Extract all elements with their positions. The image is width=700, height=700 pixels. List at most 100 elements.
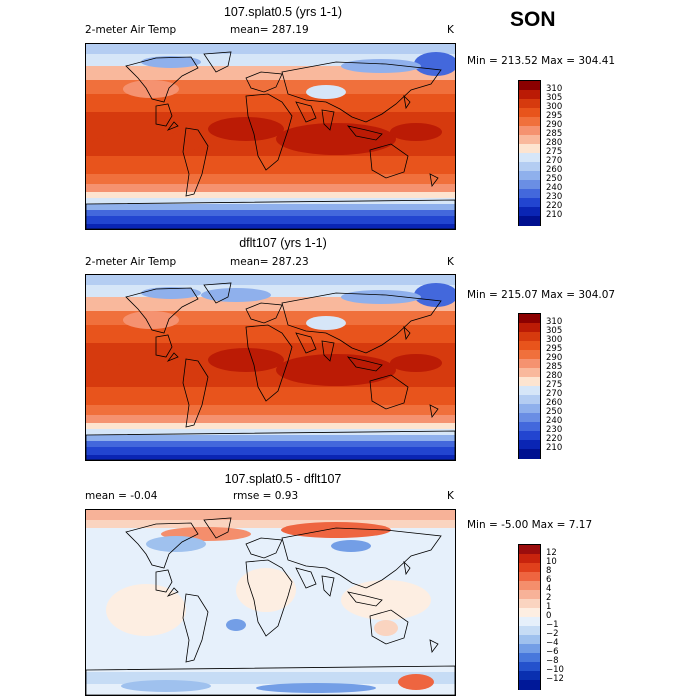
colorbar-tick-label: 305 [546, 93, 563, 103]
colorbar-segment [519, 368, 540, 378]
panel-top-colorbar: 310 305 300 295 290 285 280 275 270 260 250 240 230 2… [518, 80, 562, 226]
temperature-anomaly-patch [208, 117, 284, 141]
temperature-band [86, 423, 455, 430]
colorbar-tick-label: 1 [546, 602, 552, 612]
colorbar-segment [519, 653, 540, 663]
coastline [166, 121, 179, 131]
coastline [281, 61, 442, 123]
temperature-band [86, 174, 455, 185]
panel-top-map [85, 43, 456, 230]
temperature-band [86, 156, 455, 175]
temperature-anomaly-patch [276, 123, 396, 155]
difference-patch [256, 683, 376, 693]
temperature-anomaly-patch [276, 354, 396, 386]
coastline [403, 94, 411, 110]
colorbar-segment [519, 404, 540, 414]
colorbar-segment [519, 332, 540, 342]
coastline [429, 404, 439, 418]
temperature-anomaly-patch [414, 283, 455, 307]
colorbar-segment [519, 108, 540, 118]
difference-patch [86, 520, 455, 528]
temperature-band [86, 387, 455, 406]
temperature-band [86, 210, 455, 217]
difference-patch [331, 540, 371, 552]
colorbar-segment [519, 207, 540, 217]
temperature-anomaly-patch [341, 59, 421, 73]
colorbar-segment [519, 126, 540, 136]
panel-middle-title: dflt107 (yrs 1-1) [239, 236, 327, 250]
temperature-band [86, 415, 455, 424]
colorbar-segment [519, 135, 540, 145]
temperature-anomaly-patch [91, 363, 201, 387]
colorbar-tick-label: −4 [546, 638, 559, 648]
colorbar-segment [519, 144, 540, 154]
coastline [125, 56, 199, 103]
colorbar-tick-label: 230 [546, 192, 563, 202]
colorbar-segment [519, 626, 540, 636]
colorbar-tick-label: 300 [546, 335, 563, 345]
coastline [369, 143, 409, 179]
colorbar-tick-label: 305 [546, 326, 563, 336]
colorbar-tick-label: 210 [546, 210, 563, 220]
colorbar-segment [519, 440, 540, 450]
temperature-anomaly-patch [91, 132, 201, 156]
panel-bottom-title: 107.splat0.5 - dflt107 [224, 472, 342, 486]
colorbar-segment [519, 314, 540, 324]
coastline [86, 430, 455, 460]
coastline [321, 575, 335, 597]
difference-patch [121, 680, 211, 692]
coastline [125, 287, 199, 334]
colorbar-segment [519, 671, 540, 681]
colorbar-segment [519, 413, 540, 423]
colorbar-segment [519, 662, 540, 672]
colorbar-tick-label: 295 [546, 344, 563, 354]
panel-middle-minmax: Min = 215.07 Max = 304.07 [467, 289, 616, 301]
panel-middle-mean: mean= 287.23 [230, 256, 309, 268]
colorbar-tick-label: 220 [546, 201, 563, 211]
colorbar-tick-label: 275 [546, 147, 563, 157]
colorbar-tick-label: 285 [546, 362, 563, 372]
difference-patch [146, 536, 206, 552]
colorbar-segment [519, 359, 540, 369]
panel-middle-map [85, 274, 456, 461]
coastline [203, 517, 232, 539]
temperature-band [86, 94, 455, 113]
colorbar-tick-label: 240 [546, 183, 563, 193]
colorbar-tick-label: −1 [546, 620, 559, 630]
season-label: SON [510, 8, 556, 31]
temperature-band [86, 198, 455, 205]
colorbar-segment [519, 617, 540, 627]
temperature-anomaly-patch [123, 80, 179, 98]
panel-top-variable: 2-meter Air Temp [85, 24, 177, 36]
panel-top-minmax: Min = 213.52 Max = 304.41 [467, 55, 616, 67]
panel-bottom-mean: mean = -0.04 [85, 490, 158, 502]
temperature-band [86, 192, 455, 199]
panel-top-units: K [447, 24, 454, 36]
colorbar-tick-label: 280 [546, 138, 563, 148]
colorbar-tick-label: 310 [546, 84, 563, 94]
temperature-band [86, 429, 455, 436]
panel-middle-units: K [447, 256, 454, 268]
difference-patch [281, 522, 391, 538]
coastline [182, 593, 209, 663]
temperature-anomaly-patch [201, 288, 271, 302]
temperature-anomaly-patch [390, 354, 442, 372]
colorbar-tick-label: −2 [546, 629, 559, 639]
colorbar-tick-label: 2 [546, 593, 552, 603]
difference-patch [236, 568, 296, 612]
colorbar-tick-label: 6 [546, 575, 552, 585]
colorbar-segment [519, 99, 540, 109]
difference-patch [106, 584, 186, 636]
coastline [245, 302, 283, 324]
coastline [295, 101, 317, 123]
coastline [203, 282, 232, 304]
coastline [346, 591, 383, 607]
colorbar-tick-label: 290 [546, 353, 563, 363]
coastline [86, 665, 455, 695]
colorbar-tick-label: 280 [546, 371, 563, 381]
colorbar-tick-label: −8 [546, 656, 559, 666]
coastline [203, 51, 232, 73]
difference-patch [341, 580, 431, 620]
temperature-band [86, 447, 455, 456]
coastline [321, 340, 335, 362]
